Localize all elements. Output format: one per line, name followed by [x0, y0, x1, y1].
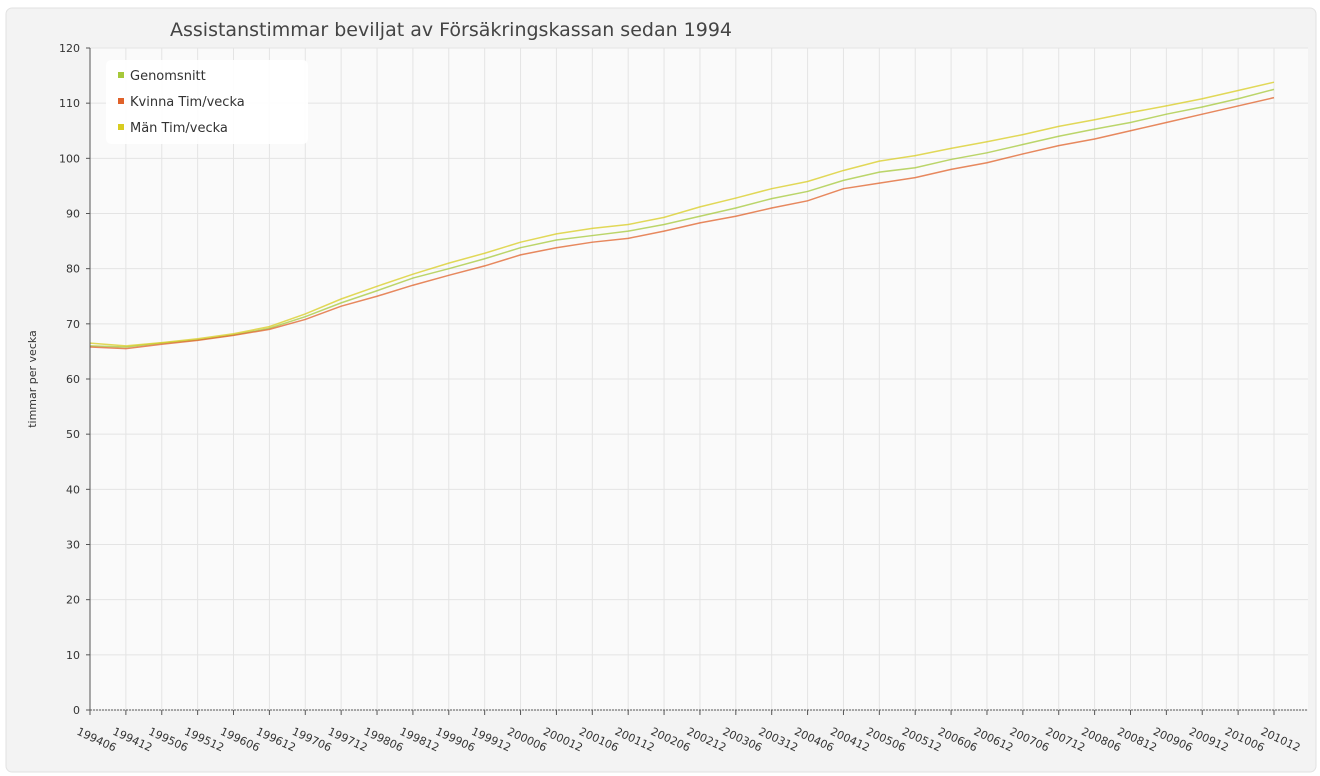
legend-label: Män Tim/vecka — [130, 121, 228, 136]
series-line — [89, 88, 1275, 348]
legend-swatch — [118, 72, 124, 78]
y-tick-label: 80 — [66, 263, 80, 276]
y-tick-label: 70 — [66, 318, 80, 331]
y-tick-label: 100 — [59, 152, 80, 165]
y-tick-label: 30 — [66, 539, 80, 552]
legend: Genomsnitt Kvinna Tim/vecka Män Tim/vecka — [106, 60, 308, 144]
y-tick-label: 90 — [66, 208, 80, 221]
y-tick-label: 50 — [66, 428, 80, 441]
grid — [89, 47, 1308, 711]
lines — [89, 81, 1275, 350]
y-tick-label: 40 — [66, 483, 80, 496]
legend-swatch — [118, 124, 124, 130]
y-tick-label: 0 — [73, 704, 80, 717]
chart-title: Assistanstimmar beviljat av Försäkringsk… — [170, 19, 732, 41]
y-tick-label: 20 — [66, 594, 80, 607]
series-line — [89, 81, 1275, 347]
y-tick-label: 60 — [66, 373, 80, 386]
y-tick-label: 10 — [66, 649, 80, 662]
legend-label: Genomsnitt — [130, 69, 206, 84]
series-line — [89, 96, 1275, 350]
y-axis-label: timmar per vecka — [26, 330, 39, 428]
y-tick-label: 110 — [59, 97, 80, 110]
legend-label: Kvinna Tim/vecka — [130, 95, 245, 110]
y-tick-label: 120 — [59, 42, 80, 55]
legend-swatch — [118, 98, 124, 104]
legend-box — [106, 60, 308, 144]
